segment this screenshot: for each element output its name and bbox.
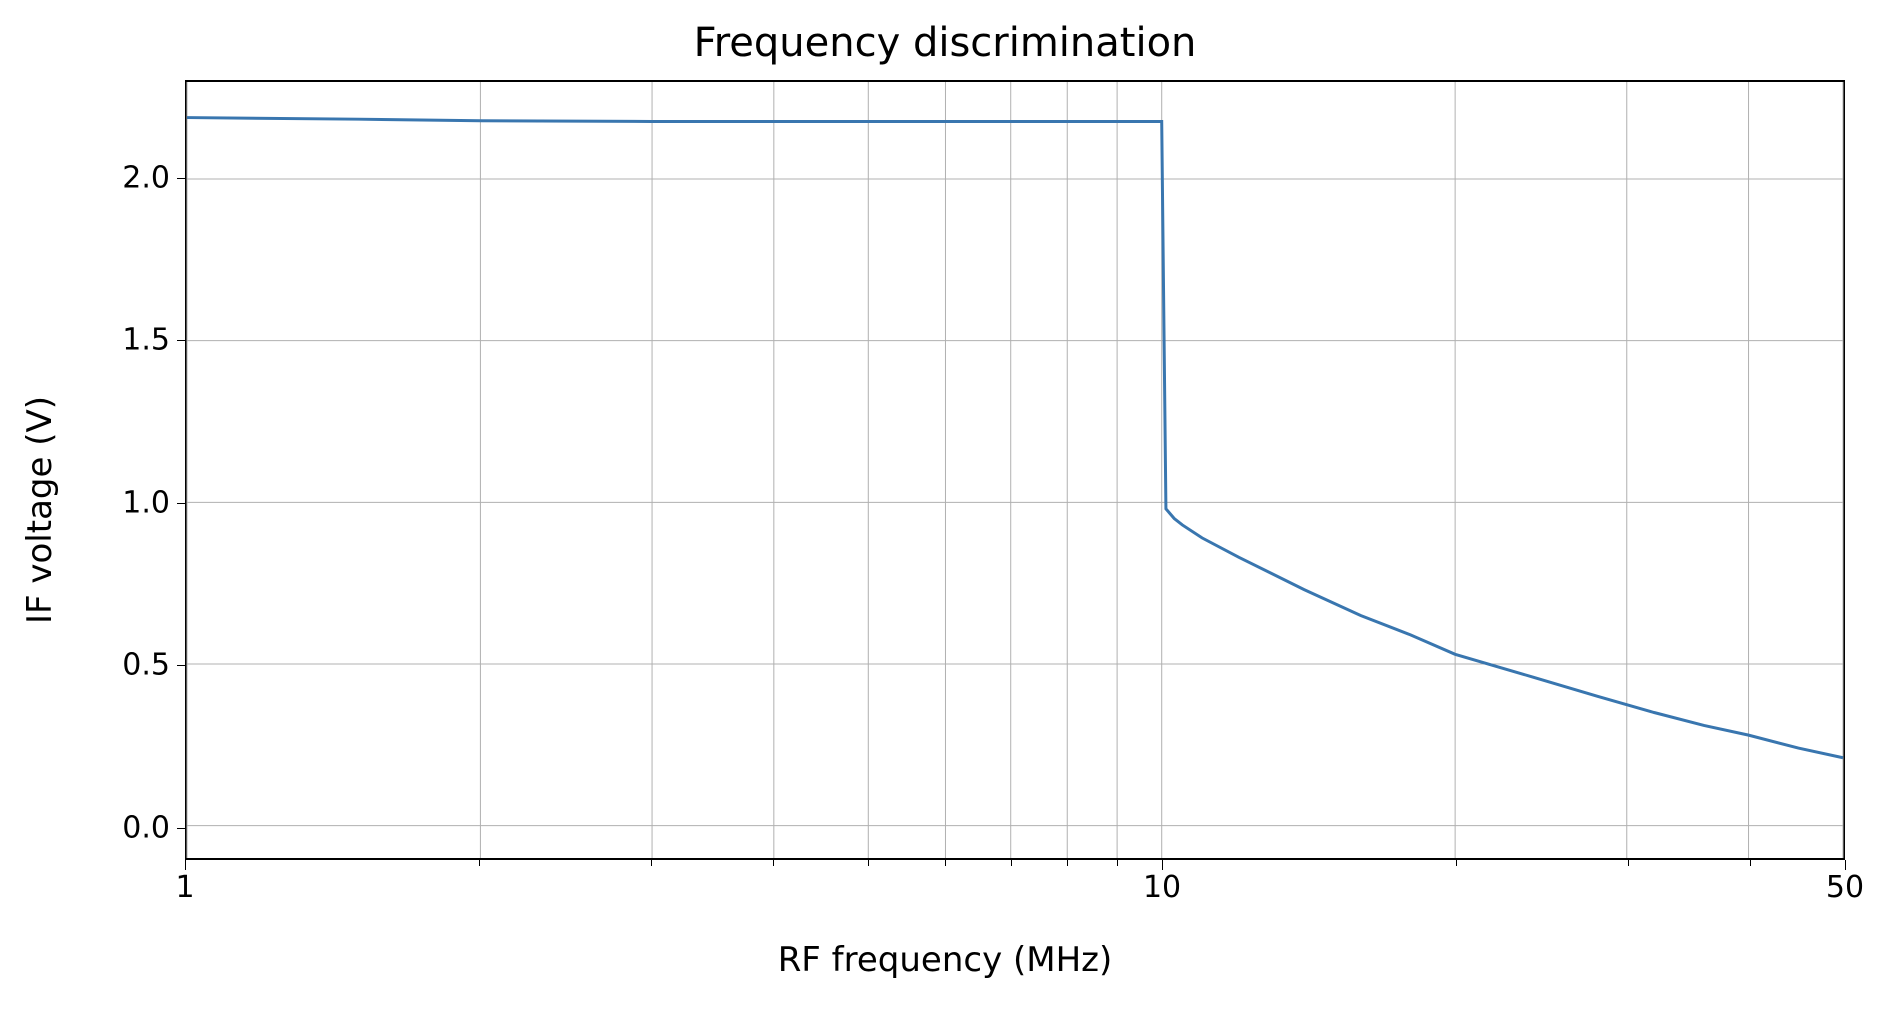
chart-container: Frequency discrimination IF voltage (V) …	[0, 0, 1890, 1020]
x-axis-label: RF frequency (MHz)	[0, 940, 1890, 980]
chart-title: Frequency discrimination	[0, 20, 1890, 66]
plot-area	[185, 80, 1845, 860]
y-tick-label: 1.5	[90, 323, 170, 358]
y-tick-label: 0.0	[90, 810, 170, 845]
x-tick-label: 1	[175, 870, 194, 905]
y-tick-label: 2.0	[90, 160, 170, 195]
y-tick-label: 1.0	[90, 485, 170, 520]
y-axis-label: IF voltage (V)	[20, 396, 60, 624]
y-tick-label: 0.5	[90, 648, 170, 683]
x-tick-label: 50	[1826, 870, 1864, 905]
x-tick-label: 10	[1143, 870, 1181, 905]
data-line-svg	[187, 82, 1843, 858]
